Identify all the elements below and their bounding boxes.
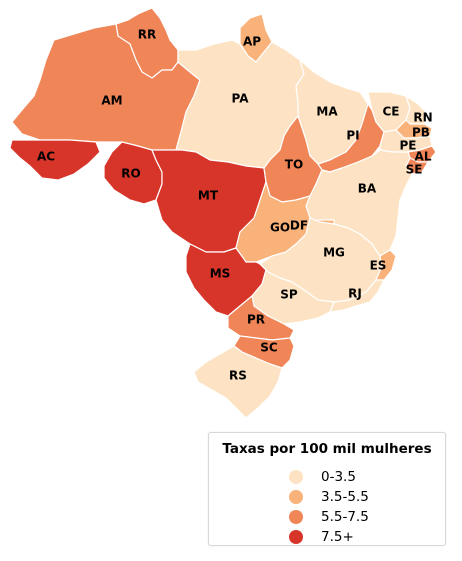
state-RS (193, 345, 283, 419)
legend-swatch (289, 530, 303, 544)
state-label-BA: BA (358, 182, 377, 196)
state-ES (375, 249, 397, 281)
legend-swatch (289, 470, 303, 484)
state-AC (9, 139, 101, 181)
state-label-GO: GO (270, 221, 290, 235)
state-label-AL: AL (415, 150, 432, 164)
state-label-MG: MG (323, 246, 345, 260)
legend-item: 5.5-7.5 (289, 507, 369, 527)
state-label-RN: RN (413, 111, 432, 125)
map-legend: Taxas por 100 mil mulheres 0-3.5 3.5-5.5… (208, 432, 446, 546)
legend-label: 5.5-7.5 (321, 509, 369, 525)
state-label-MT: MT (198, 189, 219, 203)
state-label-CE: CE (382, 105, 399, 119)
state-label-PI: PI (346, 129, 359, 143)
legend-item: 0-3.5 (289, 467, 356, 487)
legend-label: 3.5-5.5 (321, 489, 369, 505)
brazil-choropleth-map: RR AP AM PA MA CE RN PB PI PE AL SE AC R… (9, 7, 437, 419)
state-label-AP: AP (243, 35, 261, 49)
legend-label: 0-3.5 (321, 469, 356, 485)
state-label-RO: RO (121, 167, 140, 181)
state-label-PR: PR (247, 313, 265, 327)
state-label-SC: SC (260, 341, 278, 355)
state-label-DF: DF (290, 219, 308, 233)
state-label-PE: PE (400, 139, 417, 153)
state-label-MS: MS (210, 267, 231, 281)
state-label-AC: AC (37, 150, 55, 164)
legend-label: 7.5+ (321, 529, 354, 545)
state-label-RR: RR (138, 28, 156, 42)
state-SP (251, 263, 335, 325)
state-label-MA: MA (316, 105, 338, 119)
legend-title: Taxas por 100 mil mulheres (222, 441, 432, 457)
state-label-AM: AM (101, 94, 122, 108)
legend-item: 3.5-5.5 (289, 487, 369, 507)
state-RJ (329, 279, 385, 313)
state-label-RJ: RJ (348, 287, 362, 301)
state-label-ES: ES (370, 259, 387, 273)
state-label-PB: PB (412, 126, 430, 140)
legend-swatch (289, 510, 303, 524)
state-label-RS: RS (229, 369, 247, 383)
legend-swatch (289, 490, 303, 504)
state-label-SP: SP (280, 288, 298, 302)
legend-item: 7.5+ (289, 527, 354, 547)
state-label-TO: TO (285, 158, 303, 172)
state-label-SE: SE (406, 163, 423, 177)
state-label-PA: PA (232, 92, 250, 106)
